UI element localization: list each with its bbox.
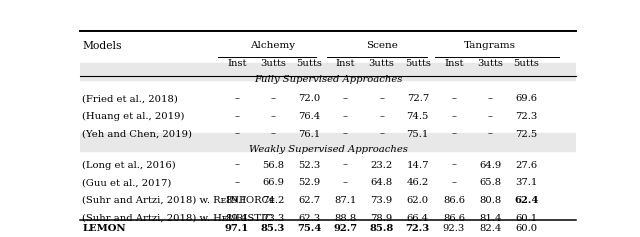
Text: 74.2: 74.2 <box>262 196 284 205</box>
Text: 23.2: 23.2 <box>371 160 393 169</box>
Text: Fully Supervised Approaches: Fully Supervised Approaches <box>254 75 402 84</box>
Text: –: – <box>451 112 456 121</box>
Text: –: – <box>234 160 239 169</box>
Text: Inst: Inst <box>444 59 464 68</box>
Text: (Huang et al., 2019): (Huang et al., 2019) <box>83 112 185 121</box>
Text: –: – <box>234 130 239 139</box>
Text: 75.4: 75.4 <box>297 224 321 233</box>
Text: 89.1: 89.1 <box>226 196 248 205</box>
Text: 74.5: 74.5 <box>406 112 429 121</box>
Text: 76.4: 76.4 <box>298 112 320 121</box>
Text: –: – <box>451 94 456 103</box>
Text: 66.9: 66.9 <box>262 178 284 187</box>
Text: LEMON: LEMON <box>83 224 126 233</box>
Text: 62.0: 62.0 <box>406 196 429 205</box>
Text: 62.3: 62.3 <box>298 214 320 223</box>
Text: 85.3: 85.3 <box>260 224 285 233</box>
Text: 14.7: 14.7 <box>406 160 429 169</box>
Text: (Yeh and Chen, 2019): (Yeh and Chen, 2019) <box>83 130 193 139</box>
Text: 82.4: 82.4 <box>479 224 501 233</box>
Text: 81.4: 81.4 <box>479 214 502 223</box>
Text: 72.3: 72.3 <box>406 224 430 233</box>
Text: 72.5: 72.5 <box>515 130 538 139</box>
Text: –: – <box>234 94 239 103</box>
Text: 3utts: 3utts <box>260 59 286 68</box>
Bar <box>80 63 576 80</box>
Text: 27.6: 27.6 <box>515 160 538 169</box>
Text: –: – <box>271 94 275 103</box>
Text: Tangrams: Tangrams <box>464 41 516 50</box>
Text: –: – <box>343 112 348 121</box>
Text: (Long et al., 2016): (Long et al., 2016) <box>83 160 176 170</box>
Text: 64.9: 64.9 <box>479 160 501 169</box>
Text: –: – <box>343 94 348 103</box>
Text: 3utts: 3utts <box>369 59 394 68</box>
Text: –: – <box>488 94 493 103</box>
Bar <box>80 133 576 151</box>
Text: 60.1: 60.1 <box>515 214 538 223</box>
Text: 66.4: 66.4 <box>406 214 429 223</box>
Text: 72.3: 72.3 <box>515 112 538 121</box>
Text: –: – <box>451 160 456 169</box>
Text: –: – <box>343 130 348 139</box>
Text: 73.3: 73.3 <box>262 214 284 223</box>
Text: –: – <box>271 130 275 139</box>
Text: Inst: Inst <box>335 59 355 68</box>
Text: 85.8: 85.8 <box>369 224 394 233</box>
Text: –: – <box>379 130 384 139</box>
Text: –: – <box>488 112 493 121</box>
Text: –: – <box>488 130 493 139</box>
Text: 89.4: 89.4 <box>226 214 248 223</box>
Text: 78.9: 78.9 <box>371 214 393 223</box>
Text: Models: Models <box>83 41 122 51</box>
Text: 60.0: 60.0 <box>515 224 538 233</box>
Text: 37.1: 37.1 <box>515 178 538 187</box>
Text: 88.8: 88.8 <box>334 214 356 223</box>
Text: –: – <box>234 178 239 187</box>
Text: Scene: Scene <box>365 41 397 50</box>
Text: 52.3: 52.3 <box>298 160 320 169</box>
Text: 5utts: 5utts <box>296 59 322 68</box>
Text: Weakly Supervised Approaches: Weakly Supervised Approaches <box>248 145 408 154</box>
Text: 3utts: 3utts <box>477 59 503 68</box>
Text: 86.6: 86.6 <box>443 196 465 205</box>
Text: 65.8: 65.8 <box>479 178 501 187</box>
Text: (Guu et al., 2017): (Guu et al., 2017) <box>83 178 172 187</box>
Text: –: – <box>379 112 384 121</box>
Text: 97.1: 97.1 <box>225 224 249 233</box>
Text: Alchemy: Alchemy <box>250 41 296 50</box>
Text: Inst: Inst <box>227 59 247 68</box>
Text: 80.8: 80.8 <box>479 196 501 205</box>
Text: 92.7: 92.7 <box>333 224 357 233</box>
Text: –: – <box>451 178 456 187</box>
Text: 62.7: 62.7 <box>298 196 320 205</box>
Text: 46.2: 46.2 <box>406 178 429 187</box>
Text: –: – <box>271 112 275 121</box>
Text: 5utts: 5utts <box>513 59 540 68</box>
Text: 72.7: 72.7 <box>406 94 429 103</box>
Text: 76.1: 76.1 <box>298 130 320 139</box>
Text: –: – <box>451 130 456 139</box>
Text: 87.1: 87.1 <box>334 196 356 205</box>
Text: 73.9: 73.9 <box>371 196 393 205</box>
Text: 64.8: 64.8 <box>371 178 393 187</box>
Text: (Fried et al., 2018): (Fried et al., 2018) <box>83 94 179 103</box>
Text: 56.8: 56.8 <box>262 160 284 169</box>
Text: 62.4: 62.4 <box>514 196 539 205</box>
Text: –: – <box>343 178 348 187</box>
Text: 75.1: 75.1 <box>406 130 429 139</box>
Text: –: – <box>343 160 348 169</box>
Text: 86.6: 86.6 <box>443 214 465 223</box>
Text: 5utts: 5utts <box>405 59 431 68</box>
Text: –: – <box>234 112 239 121</box>
Text: 52.9: 52.9 <box>298 178 320 187</box>
Text: 69.6: 69.6 <box>515 94 538 103</box>
Text: –: – <box>379 94 384 103</box>
Text: (Suhr and Artzi, 2018) w. HᴇURISTIC: (Suhr and Artzi, 2018) w. HᴇURISTIC <box>83 214 273 223</box>
Text: 92.3: 92.3 <box>443 224 465 233</box>
Text: (Suhr and Artzi, 2018) w. RᴇINFORCᴇ: (Suhr and Artzi, 2018) w. RᴇINFORCᴇ <box>83 196 275 205</box>
Text: 72.0: 72.0 <box>298 94 320 103</box>
